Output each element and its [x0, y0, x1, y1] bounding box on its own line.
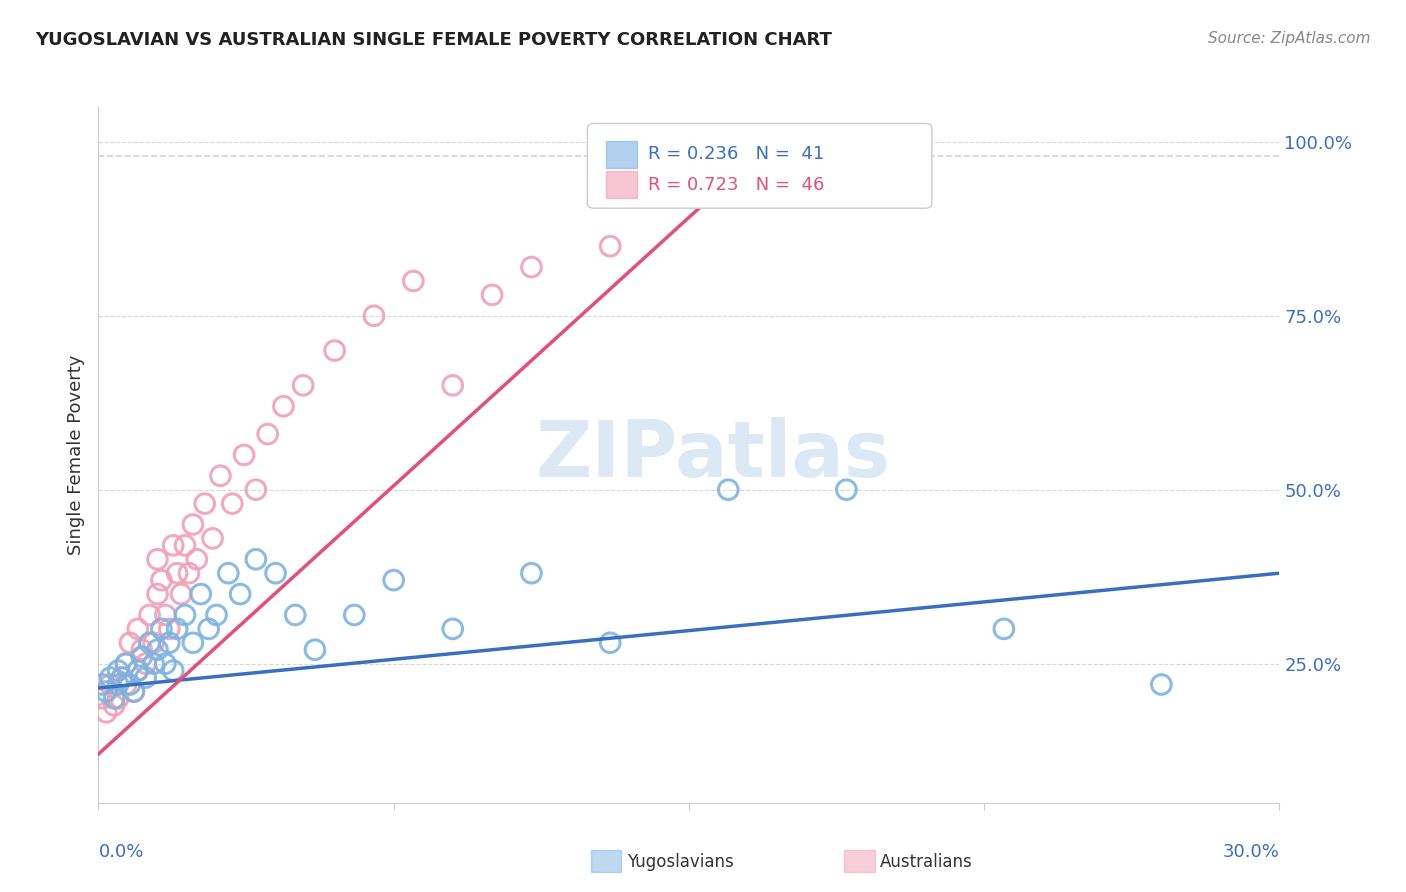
Point — [138, 636, 160, 650]
Point — [170, 587, 193, 601]
Point — [142, 636, 165, 650]
Point — [284, 607, 307, 622]
Point — [197, 622, 219, 636]
Point — [186, 552, 208, 566]
Point — [181, 636, 204, 650]
Point — [107, 664, 129, 678]
Point — [304, 642, 326, 657]
Point — [174, 607, 197, 622]
Point — [205, 607, 228, 622]
Point — [122, 684, 145, 698]
Point — [201, 532, 224, 546]
Point — [343, 607, 366, 622]
Point — [273, 399, 295, 413]
Point — [150, 573, 173, 587]
Point — [382, 573, 405, 587]
Point — [875, 149, 897, 163]
Point — [127, 664, 149, 678]
Text: Australians: Australians — [880, 853, 973, 871]
Point — [118, 677, 141, 691]
Point — [217, 566, 239, 581]
Point — [96, 684, 118, 698]
Point — [599, 239, 621, 253]
Point — [166, 622, 188, 636]
Y-axis label: Single Female Poverty: Single Female Poverty — [66, 355, 84, 555]
Point — [98, 671, 121, 685]
Point — [194, 497, 217, 511]
Point — [245, 552, 267, 566]
Point — [245, 483, 267, 497]
Point — [91, 691, 114, 706]
Point — [162, 538, 184, 552]
Text: ZIPatlas: ZIPatlas — [536, 417, 890, 493]
Point — [162, 664, 184, 678]
Point — [599, 636, 621, 650]
Point — [155, 657, 177, 671]
Point — [131, 649, 153, 664]
Point — [146, 587, 169, 601]
Point — [181, 517, 204, 532]
Point — [481, 288, 503, 302]
Point — [111, 671, 134, 685]
Point — [146, 642, 169, 657]
Point — [127, 664, 149, 678]
Point — [441, 378, 464, 392]
Point — [103, 691, 125, 706]
Point — [323, 343, 346, 358]
Point — [107, 677, 129, 691]
Point — [155, 607, 177, 622]
Point — [221, 497, 243, 511]
Point — [993, 622, 1015, 636]
Point — [115, 677, 138, 691]
Text: R = 0.723   N =  46: R = 0.723 N = 46 — [648, 176, 824, 194]
Point — [103, 698, 125, 713]
Point — [717, 149, 740, 163]
Point — [441, 622, 464, 636]
Point — [264, 566, 287, 581]
Point — [229, 587, 252, 601]
Text: Source: ZipAtlas.com: Source: ZipAtlas.com — [1208, 31, 1371, 46]
Point — [520, 566, 543, 581]
Point — [177, 566, 200, 581]
Point — [157, 622, 180, 636]
Point — [115, 657, 138, 671]
Point — [127, 622, 149, 636]
Point — [209, 468, 232, 483]
Point — [122, 684, 145, 698]
Point — [292, 378, 315, 392]
Point — [402, 274, 425, 288]
Point — [157, 636, 180, 650]
Text: 0.0%: 0.0% — [98, 843, 143, 861]
Point — [835, 483, 858, 497]
Point — [135, 657, 157, 671]
Point — [256, 427, 278, 442]
Point — [233, 448, 256, 462]
Point — [363, 309, 385, 323]
Point — [146, 552, 169, 566]
Point — [111, 671, 134, 685]
Point — [174, 538, 197, 552]
Point — [138, 607, 160, 622]
Point — [118, 636, 141, 650]
Point — [150, 622, 173, 636]
Point — [98, 677, 121, 691]
Text: Yugoslavians: Yugoslavians — [627, 853, 734, 871]
Point — [96, 706, 118, 720]
Text: R = 0.236   N =  41: R = 0.236 N = 41 — [648, 145, 824, 163]
Text: 30.0%: 30.0% — [1223, 843, 1279, 861]
Point — [115, 657, 138, 671]
Point — [142, 657, 165, 671]
Point — [107, 691, 129, 706]
Point — [190, 587, 212, 601]
Point — [520, 260, 543, 274]
Point — [717, 483, 740, 497]
Point — [131, 642, 153, 657]
Point — [91, 677, 114, 691]
Point — [166, 566, 188, 581]
Point — [135, 671, 157, 685]
Text: YUGOSLAVIAN VS AUSTRALIAN SINGLE FEMALE POVERTY CORRELATION CHART: YUGOSLAVIAN VS AUSTRALIAN SINGLE FEMALE … — [35, 31, 832, 49]
Point — [1150, 677, 1173, 691]
